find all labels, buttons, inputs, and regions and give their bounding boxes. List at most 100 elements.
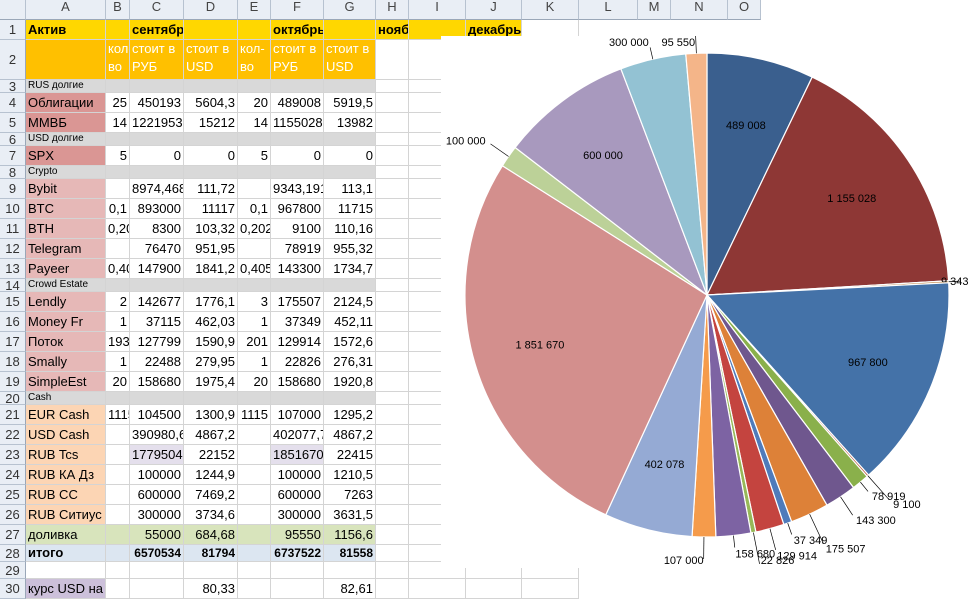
row-header-10[interactable]: 10 (0, 199, 26, 219)
cell-B25[interactable] (106, 485, 130, 505)
cell-F2[interactable]: стоит в РУБ (271, 40, 324, 80)
row-header-16[interactable]: 16 (0, 312, 26, 332)
cell-A10[interactable]: BTC (26, 199, 106, 219)
cell-H14[interactable] (376, 279, 409, 292)
row-header-3[interactable]: 3 (0, 80, 26, 93)
cell-G14[interactable] (324, 279, 376, 292)
cell-B17[interactable]: 193 (106, 332, 130, 352)
row-header-28[interactable]: 28 (0, 545, 26, 562)
cell-A4[interactable]: Облигации (26, 93, 106, 113)
cell-C25[interactable]: 600000 (130, 485, 184, 505)
cell-F9[interactable]: 9343,191 (271, 179, 324, 199)
cell-C30[interactable] (130, 579, 184, 599)
cell-C7[interactable]: 0 (130, 146, 184, 166)
cell-G16[interactable]: 452,11 (324, 312, 376, 332)
cell-F23[interactable]: 1851670 (271, 445, 324, 465)
cell-F15[interactable]: 175507 (271, 292, 324, 312)
row-header-6[interactable]: 6 (0, 133, 26, 146)
cell-A22[interactable]: USD Cash (26, 425, 106, 445)
cell-H11[interactable] (376, 219, 409, 239)
cell-G18[interactable]: 276,31 (324, 352, 376, 372)
cell-B5[interactable]: 14 (106, 113, 130, 133)
cell-B1[interactable] (106, 20, 130, 40)
cell-D18[interactable]: 279,95 (184, 352, 238, 372)
cell-E26[interactable] (238, 505, 271, 525)
cell-F8[interactable] (271, 166, 324, 179)
cell-B8[interactable] (106, 166, 130, 179)
cell-D3[interactable] (184, 80, 238, 93)
cell-F14[interactable] (271, 279, 324, 292)
cell-F3[interactable] (271, 80, 324, 93)
cell-H19[interactable] (376, 372, 409, 392)
cell-H15[interactable] (376, 292, 409, 312)
cell-A28[interactable]: итого (26, 545, 106, 562)
cell-G8[interactable] (324, 166, 376, 179)
cell-C22[interactable]: 390980,6 (130, 425, 184, 445)
row-header-11[interactable]: 11 (0, 219, 26, 239)
cell-I30[interactable] (409, 579, 466, 599)
row-header-17[interactable]: 17 (0, 332, 26, 352)
cell-H29[interactable] (376, 562, 409, 579)
cell-F22[interactable]: 402077,7 (271, 425, 324, 445)
cell-A23[interactable]: RUB Tcs (26, 445, 106, 465)
cell-F29[interactable] (271, 562, 324, 579)
cell-G12[interactable]: 955,32 (324, 239, 376, 259)
cell-F24[interactable]: 100000 (271, 465, 324, 485)
cell-B14[interactable] (106, 279, 130, 292)
cell-D13[interactable]: 1841,2 (184, 259, 238, 279)
cell-B15[interactable]: 2 (106, 292, 130, 312)
cell-E9[interactable] (238, 179, 271, 199)
cell-H18[interactable] (376, 352, 409, 372)
cell-F21[interactable]: 107000 (271, 405, 324, 425)
cell-C24[interactable]: 100000 (130, 465, 184, 485)
cell-F4[interactable]: 489008 (271, 93, 324, 113)
row-header-23[interactable]: 23 (0, 445, 26, 465)
cell-G27[interactable]: 1156,6 (324, 525, 376, 545)
cell-H4[interactable] (376, 93, 409, 113)
cell-F5[interactable]: 1155028 (271, 113, 324, 133)
cell-J1[interactable]: декабрь (466, 20, 522, 40)
cell-A5[interactable]: ММВБ (26, 113, 106, 133)
cell-C26[interactable]: 300000 (130, 505, 184, 525)
pie-slice[interactable] (705, 282, 950, 476)
cell-C4[interactable]: 450193 (130, 93, 184, 113)
row-header-5[interactable]: 5 (0, 113, 26, 133)
column-header-N[interactable]: N (671, 0, 728, 20)
cell-C14[interactable] (130, 279, 184, 292)
cell-G7[interactable]: 0 (324, 146, 376, 166)
cell-G4[interactable]: 5919,5 (324, 93, 376, 113)
cell-F6[interactable] (271, 133, 324, 146)
cell-A9[interactable]: Bybit (26, 179, 106, 199)
cell-F13[interactable]: 143300 (271, 259, 324, 279)
cell-H22[interactable] (376, 425, 409, 445)
row-header-19[interactable]: 19 (0, 372, 26, 392)
cell-A20[interactable]: Cash (26, 392, 106, 405)
cell-B12[interactable] (106, 239, 130, 259)
row-header-18[interactable]: 18 (0, 352, 26, 372)
cell-H6[interactable] (376, 133, 409, 146)
cell-G1[interactable] (324, 20, 376, 40)
cell-H7[interactable] (376, 146, 409, 166)
cell-H10[interactable] (376, 199, 409, 219)
select-all-corner[interactable] (0, 0, 26, 20)
row-header-24[interactable]: 24 (0, 465, 26, 485)
cell-D28[interactable]: 81794 (184, 545, 238, 562)
cell-A11[interactable]: BTH (26, 219, 106, 239)
cell-B18[interactable]: 1 (106, 352, 130, 372)
cell-A18[interactable]: Smally (26, 352, 106, 372)
cell-C17[interactable]: 127799 (130, 332, 184, 352)
cell-B16[interactable]: 1 (106, 312, 130, 332)
cell-A24[interactable]: RUB КА Дз (26, 465, 106, 485)
pie-slice[interactable] (685, 52, 708, 296)
cell-B2[interactable]: кол-во (106, 40, 130, 80)
cell-G24[interactable]: 1210,5 (324, 465, 376, 485)
cell-G30[interactable]: 82,61 (324, 579, 376, 599)
cell-E16[interactable]: 1 (238, 312, 271, 332)
cell-E12[interactable] (238, 239, 271, 259)
cell-F19[interactable]: 158680 (271, 372, 324, 392)
cell-H12[interactable] (376, 239, 409, 259)
cell-D20[interactable] (184, 392, 238, 405)
cell-E21[interactable]: 1115 (238, 405, 271, 425)
cell-D19[interactable]: 1975,4 (184, 372, 238, 392)
row-header-30[interactable]: 30 (0, 579, 26, 599)
